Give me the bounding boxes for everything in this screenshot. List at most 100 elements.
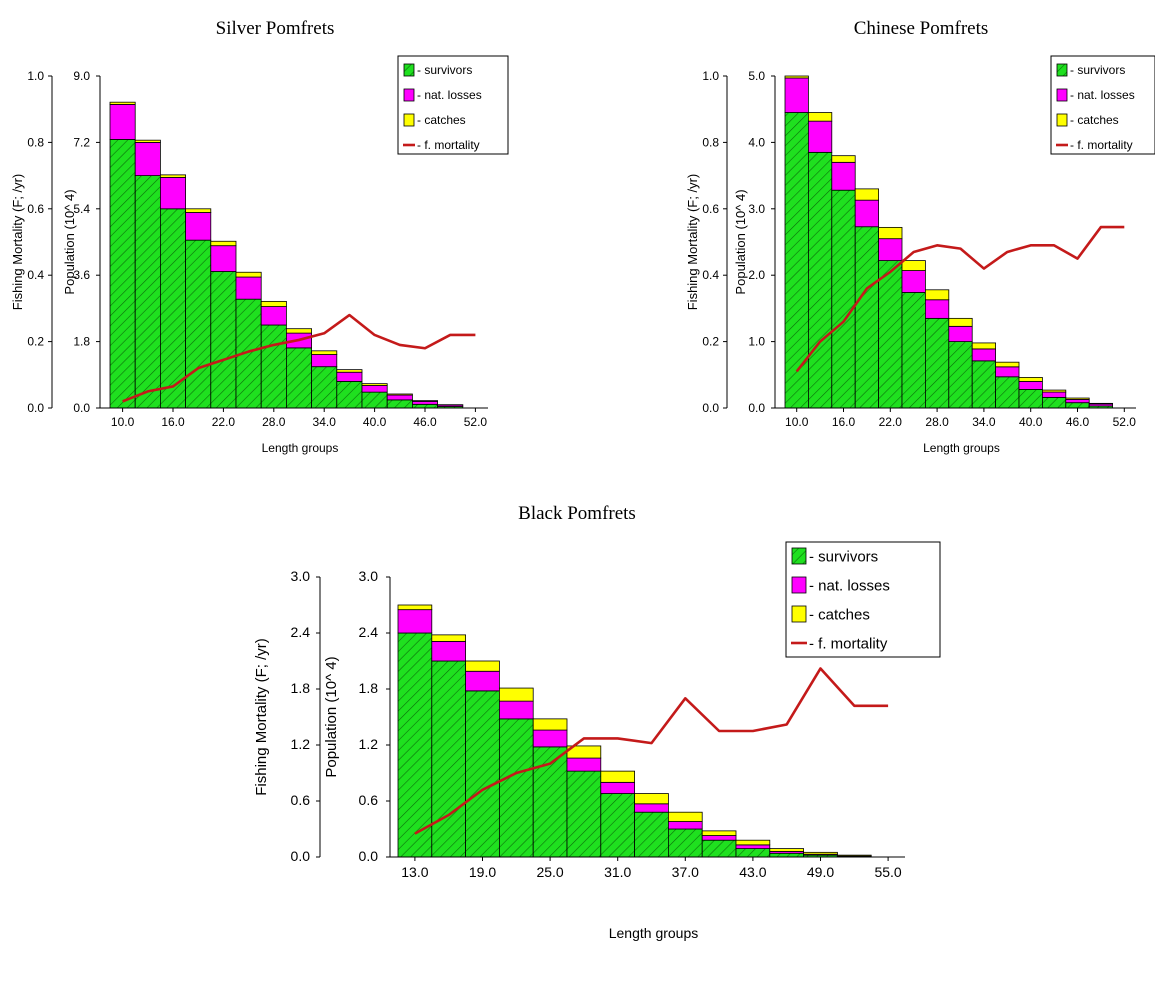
x-tick-label: 37.0 [672,864,699,880]
chart-2: 0.0 0.0 0.6 0.6 1.2 1.2 1.8 1.8 2.4 2.4 3.0 3.0 13.0… [253,541,941,941]
nat-losses-bar [1018,381,1043,390]
catches-bar [134,139,161,143]
legend-label: - catches [417,113,466,127]
legend-catches-swatch [403,113,415,127]
survivors-bar [925,317,950,409]
f-tick-label: 3.0 [291,568,311,584]
catches-bar [465,660,500,672]
nat-losses-bar [210,245,237,272]
x-tick-label: 22.0 [879,415,903,429]
legend-label: - nat. losses [1070,88,1135,102]
legend-box [397,55,509,155]
nat-losses-bar [498,700,534,720]
f-tick-label: 0.4 [27,268,44,282]
legend-nat-losses-swatch [791,576,807,594]
survivors-bar [210,271,237,409]
legend-catches-swatch [791,605,807,623]
catches-bar [600,770,635,783]
catches-bar [948,317,973,327]
x-tick-label: 10.0 [785,415,809,429]
catches-bar [235,271,262,278]
survivors-bar [1018,389,1043,409]
survivors-bar [361,391,388,409]
population-tick-label: 1.0 [748,335,765,349]
f-tick-label: 1.2 [291,736,311,752]
x-tick-label: 28.0 [925,415,949,429]
nat-losses-bar [854,199,880,228]
survivors-bar [600,793,635,858]
survivors-bar [668,828,703,858]
catches-bar [668,811,703,822]
catches-bar [803,851,838,855]
survivors-bar [1065,402,1090,409]
survivors-bar [411,403,438,409]
population-tick-label: 1.8 [359,680,379,696]
f-tick-label: 0.8 [27,135,44,149]
catches-bar [311,350,338,355]
survivors-bar [634,811,669,858]
survivors-bar [285,347,312,409]
catches-bar [185,208,212,213]
population-tick-label: 1.8 [73,335,90,349]
survivors-bar [735,848,771,858]
chart-title-silver: Silver Pomfrets [215,18,335,39]
legend-box [785,541,941,658]
nat-losses-bar [831,161,856,191]
nat-losses-bar [109,104,136,140]
f-tick-label: 1.0 [702,69,719,83]
legend-label: - survivors [1070,63,1125,77]
nat-losses-bar [159,177,186,210]
x-tick-label: 49.0 [807,864,834,880]
population-tick-label: 2.0 [748,268,765,282]
catches-bar [735,839,771,846]
catches-bar [878,226,903,240]
legend-label: - catches [1070,113,1119,127]
survivors-bar [109,139,136,409]
f-tick-label: 0.0 [291,848,311,864]
chart-1: 0.0 0.0 0.2 1.0 0.4 2.0 0.6 3.0 0.8 4.0 1.0 5.0 10.0… [685,55,1155,455]
population-axis-label: Population (10^ 4) [62,189,77,294]
catches-bar [1018,377,1043,382]
catches-bar [837,854,872,857]
legend-label: - survivors [809,549,878,566]
catches-bar [411,400,438,402]
survivors-bar [397,632,433,858]
legend-label: - f. mortality [417,138,480,152]
catches-bar [210,240,237,247]
x-tick-label: 19.0 [469,864,496,880]
population-axis-label: Population (10^ 4) [323,656,340,777]
legend-label: - nat. losses [417,88,482,102]
nat-losses-bar [411,400,438,405]
survivors-bar [701,839,737,858]
survivors-bar [185,239,212,409]
survivors-bar [971,360,997,409]
f-mortality-line [795,225,1125,373]
x-tick-label: 55.0 [874,864,901,880]
survivors-bar [831,189,856,409]
survivors-bar [854,226,880,409]
legend-nat-losses-swatch [1056,88,1068,102]
catches-bar [784,75,809,79]
catches-bar [431,634,466,642]
catches-bar [498,687,534,702]
nat-losses-bar [701,835,737,841]
nat-losses-bar [948,325,973,343]
f-tick-label: 0.0 [27,401,44,415]
nat-losses-bar [566,757,602,772]
nat-losses-bar [185,212,212,241]
nat-losses-bar [784,77,809,113]
population-tick-label: 0.0 [73,401,90,415]
x-tick-label: 31.0 [604,864,631,880]
legend-survivors-swatch [403,63,415,77]
catches-bar [831,155,856,163]
f-tick-label: 0.6 [27,202,44,216]
x-tick-label: 34.0 [972,415,996,429]
f-tick-label: 0.6 [291,792,311,808]
f-axis-label: Fishing Mortality (F; /yr) [685,174,700,311]
legend-survivors-swatch [1056,63,1068,77]
survivors-bar [878,260,903,409]
catches-bar [361,383,388,386]
survivors-bar [784,112,809,409]
survivors-bar [769,852,804,858]
